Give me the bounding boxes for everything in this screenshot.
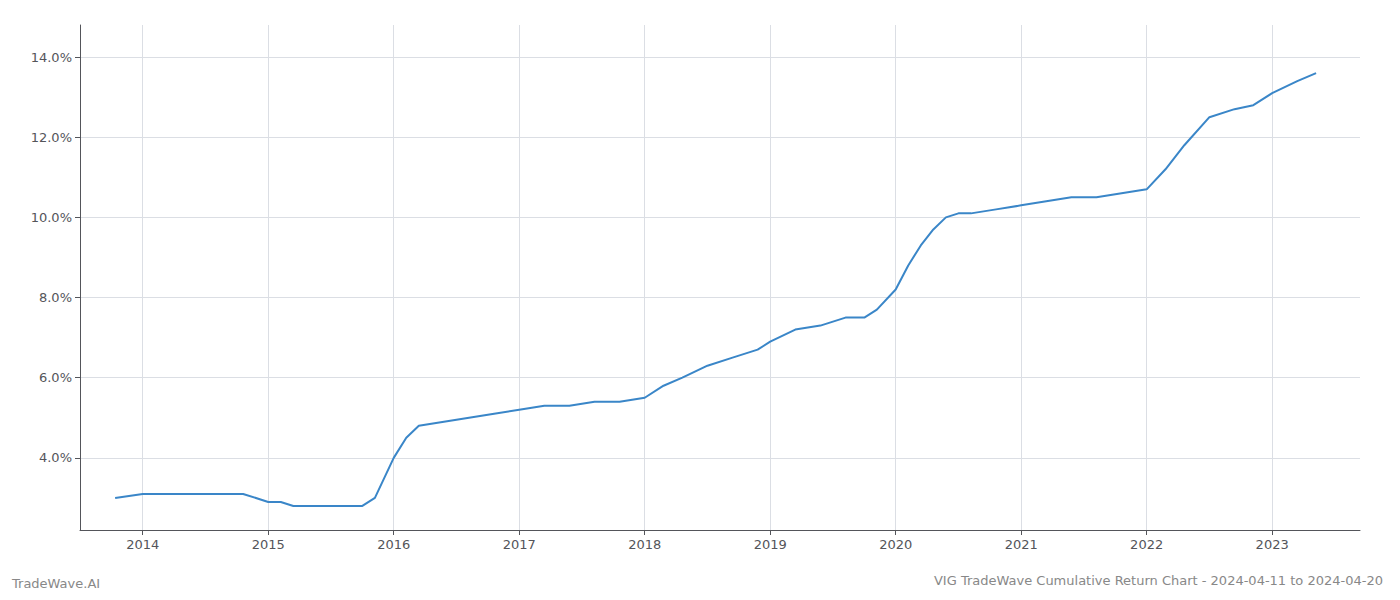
svg-text:4.0%: 4.0% — [39, 450, 72, 465]
svg-text:8.0%: 8.0% — [39, 290, 72, 305]
svg-text:2023: 2023 — [1256, 537, 1289, 552]
svg-text:2018: 2018 — [628, 537, 661, 552]
svg-text:2022: 2022 — [1130, 537, 1163, 552]
svg-text:2020: 2020 — [879, 537, 912, 552]
svg-text:2021: 2021 — [1005, 537, 1038, 552]
svg-text:2019: 2019 — [754, 537, 787, 552]
svg-text:2014: 2014 — [126, 537, 159, 552]
svg-text:6.0%: 6.0% — [39, 370, 72, 385]
svg-text:12.0%: 12.0% — [31, 130, 72, 145]
svg-text:10.0%: 10.0% — [31, 210, 72, 225]
svg-text:TradeWave.AI: TradeWave.AI — [11, 576, 100, 591]
svg-text:VIG TradeWave Cumulative Retur: VIG TradeWave Cumulative Return Chart - … — [934, 573, 1383, 588]
svg-text:2015: 2015 — [252, 537, 285, 552]
svg-text:2017: 2017 — [503, 537, 536, 552]
svg-text:2016: 2016 — [377, 537, 410, 552]
svg-text:14.0%: 14.0% — [31, 50, 72, 65]
